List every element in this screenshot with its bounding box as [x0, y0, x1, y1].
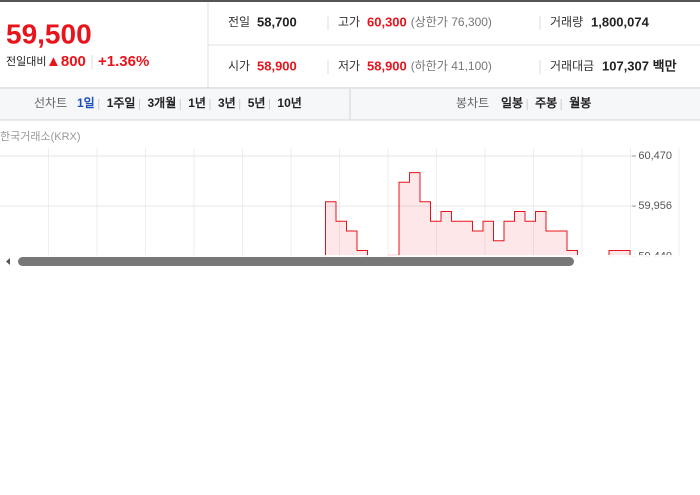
summary-value: 58,900	[367, 58, 407, 73]
summary-value: 60,300	[367, 14, 407, 29]
tab-label: 봉차트	[456, 96, 489, 110]
price-line	[325, 172, 631, 257]
tab[interactable]: 3개월	[147, 95, 176, 110]
tab[interactable]: 1일	[77, 96, 95, 110]
price-area	[325, 172, 630, 257]
top-border	[0, 0, 700, 2]
tab[interactable]: 10년	[277, 96, 301, 110]
tab[interactable]: 5년	[248, 96, 266, 110]
summary-value: 58,900	[257, 58, 297, 73]
tab[interactable]: 1년	[188, 96, 206, 110]
summary-value: 107,307 백만	[602, 58, 677, 73]
change-label: 전일대비	[6, 54, 46, 68]
summary-note: (하한가 41,100)	[411, 59, 492, 73]
summary-label: 거래량	[550, 15, 583, 29]
summary-label: 거래대금	[550, 59, 594, 73]
y-tick-label: 59,440	[638, 250, 672, 262]
tab[interactable]: 일봉	[501, 96, 523, 110]
summary-label: 전일	[228, 15, 250, 29]
y-tick-label: 60,470	[638, 150, 672, 162]
tab[interactable]: 1주일	[107, 96, 136, 110]
summary-value: 58,700	[257, 14, 297, 29]
summary-value: 1,800,074	[591, 14, 650, 29]
change: ▲800	[46, 53, 86, 70]
scrollbar-thumb[interactable]	[18, 257, 574, 266]
price: 59,500	[6, 18, 92, 49]
summary-label: 시가	[228, 59, 250, 73]
tab[interactable]: 3년	[218, 96, 236, 110]
y-tick-label: 59,956	[638, 200, 672, 212]
tab[interactable]: 주봉	[535, 96, 557, 110]
tab[interactable]: 월봉	[569, 95, 591, 110]
chart-source: 한국거래소(KRX)	[0, 130, 81, 143]
tab-label: 선차트	[34, 96, 67, 110]
summary-label: 고가	[338, 15, 360, 29]
summary-label: 저가	[338, 59, 360, 73]
change-rate: +1.36%	[98, 53, 149, 70]
scroll-left[interactable]	[6, 258, 10, 265]
summary-note: (상한가 76,300)	[411, 15, 492, 29]
